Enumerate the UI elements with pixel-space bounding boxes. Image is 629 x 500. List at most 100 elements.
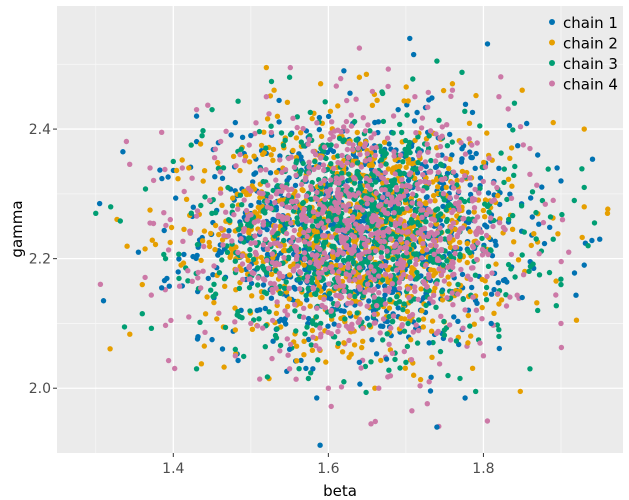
data-point: [317, 442, 323, 448]
data-point: [484, 130, 490, 136]
data-point: [527, 145, 533, 152]
data-point: [491, 310, 497, 316]
data-point: [294, 215, 300, 221]
data-point: [303, 193, 310, 199]
data-point: [507, 294, 513, 300]
data-point: [395, 201, 402, 207]
data-point: [416, 317, 422, 323]
data-point: [418, 125, 425, 131]
data-point: [414, 269, 420, 276]
data-point: [428, 374, 434, 380]
data-point: [329, 119, 335, 125]
data-point: [334, 189, 341, 196]
data-point: [314, 189, 320, 196]
data-point: [417, 202, 424, 208]
data-point: [439, 124, 445, 130]
data-point: [180, 238, 186, 244]
data-point: [364, 315, 370, 321]
data-point: [495, 280, 501, 286]
data-point: [515, 143, 521, 149]
data-point: [368, 223, 375, 229]
data-point: [420, 316, 427, 322]
data-point: [314, 395, 320, 401]
data-point: [425, 104, 431, 110]
data-point: [573, 317, 580, 323]
data-point: [246, 159, 253, 165]
data-point: [298, 130, 304, 136]
data-point: [260, 282, 267, 288]
data-point: [488, 320, 494, 327]
data-point: [393, 267, 400, 273]
data-point: [357, 183, 363, 189]
data-point: [139, 311, 145, 317]
data-point: [181, 226, 187, 232]
data-point: [382, 287, 388, 293]
data-point: [419, 255, 425, 261]
data-point: [222, 283, 228, 289]
data-point: [343, 207, 349, 213]
data-point: [436, 117, 442, 124]
data-point: [485, 263, 492, 269]
data-point: [318, 133, 325, 140]
data-point: [434, 424, 440, 430]
data-point: [423, 211, 430, 217]
data-point: [533, 209, 539, 216]
data-point: [419, 308, 425, 314]
data-point: [197, 141, 204, 147]
data-point: [217, 169, 223, 175]
data-point: [332, 199, 338, 206]
data-point: [187, 230, 193, 236]
data-point: [328, 142, 334, 148]
data-point: [286, 175, 292, 181]
data-point: [239, 253, 246, 259]
data-point: [453, 194, 460, 200]
data-point: [480, 207, 487, 214]
data-point: [382, 301, 389, 307]
data-point: [329, 269, 336, 275]
data-point: [437, 143, 444, 150]
data-point: [512, 163, 518, 170]
data-point: [216, 231, 222, 238]
data-point: [465, 340, 471, 346]
data-point: [471, 205, 478, 211]
data-point: [341, 288, 347, 294]
data-point: [407, 184, 413, 190]
data-point: [407, 259, 413, 265]
data-point: [448, 93, 454, 100]
data-point: [445, 372, 451, 379]
data-point: [274, 326, 280, 332]
data-point: [190, 204, 196, 210]
data-point: [429, 354, 435, 360]
data-point: [434, 58, 440, 64]
data-point: [559, 211, 565, 218]
data-point: [413, 322, 419, 328]
legend-label: chain 2: [563, 35, 618, 53]
data-point: [461, 215, 467, 222]
data-point: [276, 318, 282, 324]
data-point: [430, 256, 436, 262]
data-point: [309, 252, 315, 258]
data-point: [309, 275, 316, 282]
x-axis-title: beta: [323, 482, 357, 500]
data-point: [305, 375, 312, 382]
data-point: [541, 240, 548, 247]
data-point: [189, 175, 195, 181]
data-point: [176, 251, 182, 257]
data-point: [218, 138, 224, 145]
data-point: [193, 138, 200, 145]
data-point: [465, 216, 472, 222]
data-point: [208, 230, 214, 237]
data-point: [395, 227, 401, 234]
data-point: [401, 301, 407, 307]
data-point: [470, 294, 476, 300]
data-point: [424, 247, 430, 253]
data-point: [243, 207, 250, 214]
data-point: [193, 366, 200, 372]
data-point: [279, 201, 285, 207]
data-point: [391, 210, 397, 216]
data-point: [462, 101, 469, 108]
data-point: [539, 197, 546, 204]
data-point: [509, 183, 515, 189]
data-point: [505, 261, 512, 268]
data-point: [319, 210, 325, 216]
